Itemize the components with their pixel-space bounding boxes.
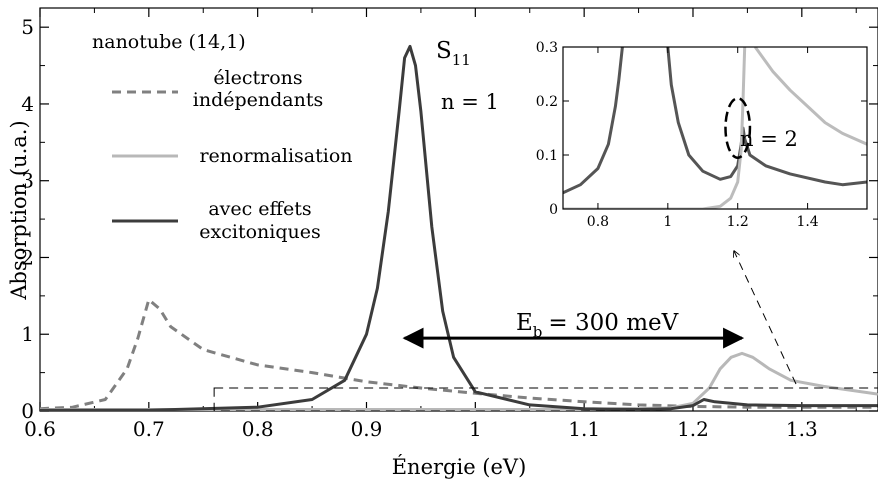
inset-axis-ticks: 0.8 1 1.2 1.4 0 0.1 0.2 0.3 <box>536 40 867 230</box>
x-tick-label: 1.1 <box>568 417 600 441</box>
inset-frame <box>562 46 868 210</box>
legend-label-excitonic-line1: avec effets <box>208 198 311 220</box>
y-tick-label: 0 <box>21 399 34 423</box>
inset-x-tick-label: 1.4 <box>796 214 818 230</box>
inset-y-tick-label: 0 <box>549 202 558 218</box>
x-tick-label: 1.2 <box>677 417 709 441</box>
inset-y-tick-label: 0.3 <box>536 40 558 56</box>
y-tick-label: 4 <box>21 92 34 116</box>
x-tick-label: 1 <box>469 417 482 441</box>
peak-label-s11: S11 <box>436 38 471 69</box>
binding-energy-label: Eb = 300 meV <box>516 310 679 341</box>
series-line-renormalisation <box>40 351 878 411</box>
inset-y-tick-label: 0.2 <box>536 94 558 110</box>
y-axis-label: Absorption (u.a.) <box>7 120 31 300</box>
series-line-avec-effets-excitoniques <box>40 44 878 411</box>
legend-label-renormalisation: renormalisation <box>199 145 352 167</box>
y-tick-label: 1 <box>21 322 34 346</box>
x-axis-label: Énergie (eV) <box>392 455 527 479</box>
legend-title: nanotube (14,1) <box>92 31 246 53</box>
n2-highlight-ellipse <box>724 97 752 159</box>
label-n2: n = 2 <box>740 127 798 151</box>
legend: nanotube (14,1) électrons indépendants r… <box>92 31 353 243</box>
inset-series-line-avec-effets-excitoniques <box>563 47 624 195</box>
zoom-pointer-arrow <box>734 251 797 385</box>
x-tick-label: 1.3 <box>786 417 818 441</box>
y-tick-label: 3 <box>21 169 34 193</box>
x-tick-label: 0.9 <box>351 417 383 441</box>
inset-series-line-renormalisation <box>753 47 867 146</box>
legend-label-independent-line2: indépendants <box>193 89 323 111</box>
inset-x-tick-label: 1 <box>663 214 672 230</box>
main-series-group <box>40 44 878 411</box>
inset-x-tick-label: 0.8 <box>587 214 609 230</box>
legend-label-excitonic-line2: excitoniques <box>199 221 320 243</box>
x-tick-label: 0.8 <box>242 417 274 441</box>
label-n1: n = 1 <box>441 90 499 114</box>
inset-y-tick-label: 0.1 <box>536 148 558 164</box>
inset-background <box>563 47 867 209</box>
x-tick-label: 0.7 <box>133 417 165 441</box>
main-axis-ticks: 0.6 0.7 0.8 0.9 1 1.1 1.2 1.3 0 1 2 3 4 5 <box>21 8 878 441</box>
legend-label-independent-line1: électrons <box>213 67 302 89</box>
inset-x-tick-label: 1.2 <box>727 214 749 230</box>
x-tick-label: 0.6 <box>24 417 56 441</box>
y-tick-label: 5 <box>21 15 34 39</box>
y-tick-label: 2 <box>21 245 34 269</box>
series-line-electrons-independants <box>40 298 878 411</box>
